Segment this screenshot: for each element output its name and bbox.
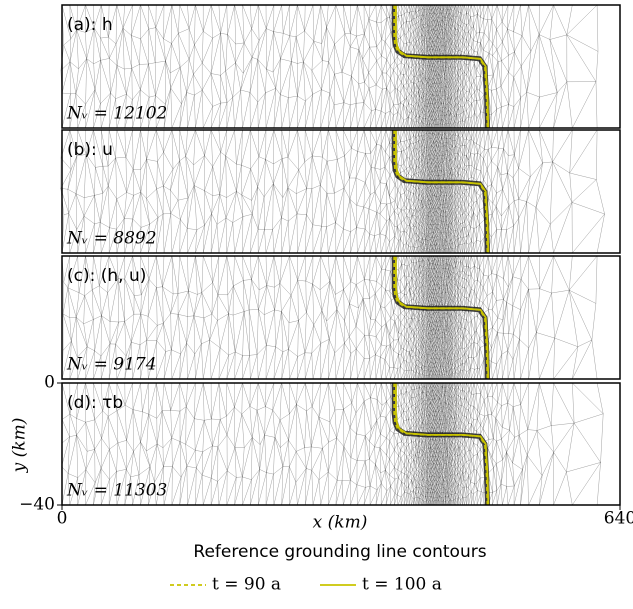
legend-label: t = 100 a	[362, 575, 442, 595]
x-tick-label: 640	[604, 509, 633, 529]
panel-label: (a): h	[67, 15, 113, 35]
panel-frame	[61, 129, 621, 254]
y-axis-label: y (km)	[10, 418, 30, 474]
mesh	[60, 4, 599, 129]
x-tick-label: 0	[57, 509, 68, 529]
panel-label: (d): τb	[67, 393, 123, 413]
grounding-line	[395, 5, 490, 129]
y-tick-label: 0	[44, 373, 55, 393]
x-axis-label: x (km)	[313, 513, 368, 533]
panel-label: (c): (h, u)	[67, 266, 146, 286]
mesh	[61, 255, 598, 380]
panel-label: (b): u	[67, 140, 113, 160]
y-tick-label: −40	[19, 495, 55, 515]
grounding-line	[395, 130, 490, 254]
vertex-count: Nᵥ = 8892	[66, 229, 157, 249]
panel-frame	[61, 382, 621, 506]
grounding-line	[395, 256, 490, 380]
legend-label: t = 90 a	[212, 575, 281, 595]
legend-title: Reference grounding line contours	[193, 542, 486, 562]
vertex-count: Nᵥ = 11303	[66, 481, 167, 501]
panel-frame	[61, 255, 621, 380]
vertex-count: Nᵥ = 9174	[66, 355, 157, 375]
panel-frame	[61, 4, 621, 129]
vertex-count: Nᵥ = 12102	[66, 104, 167, 124]
grounding-line	[395, 383, 490, 506]
